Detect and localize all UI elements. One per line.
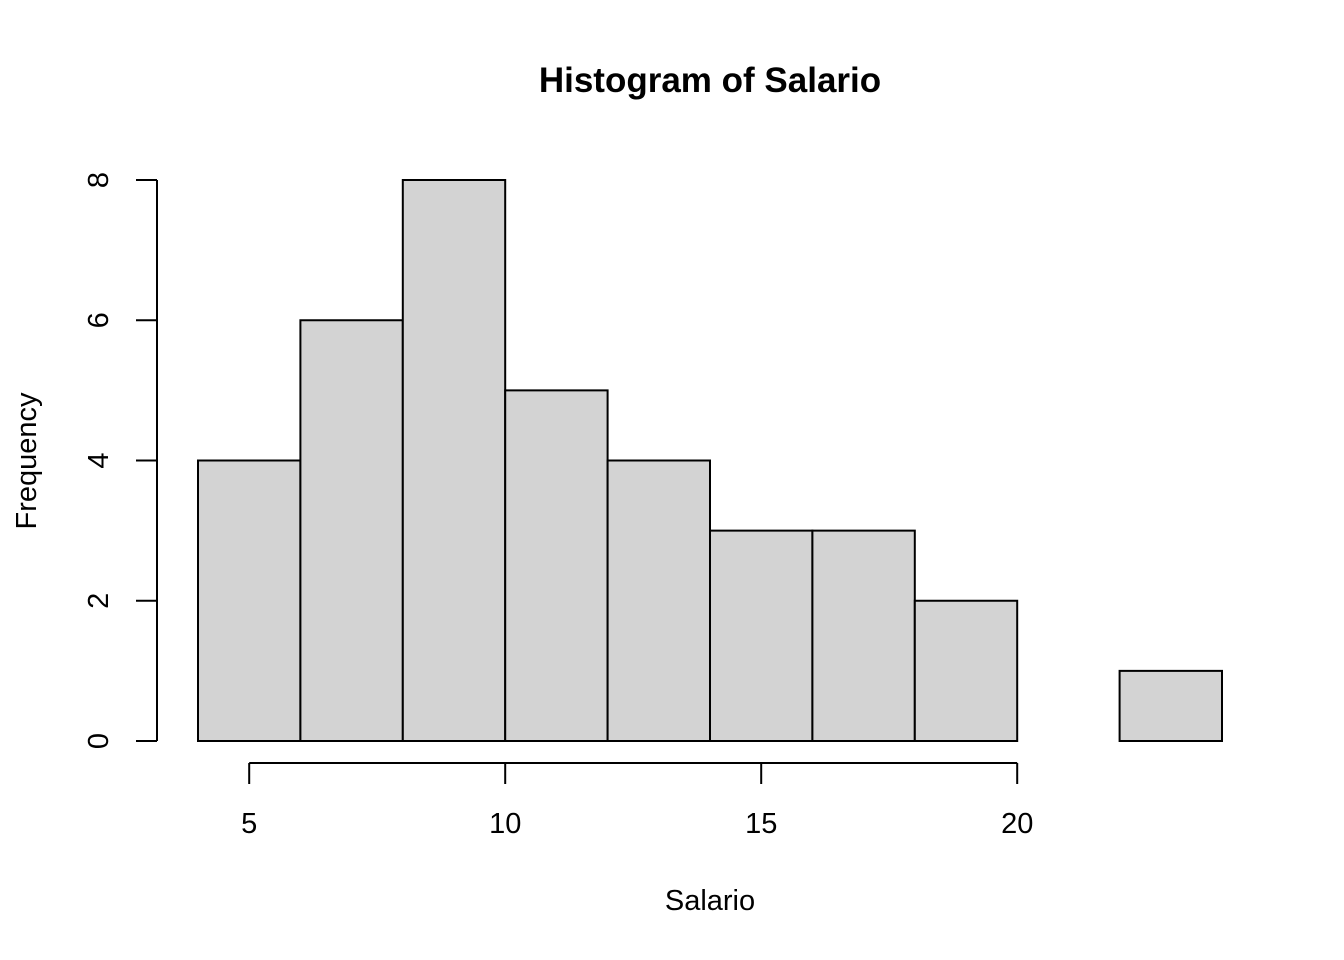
histogram-bar bbox=[504, 389, 609, 742]
y-tick-label: 8 bbox=[83, 172, 115, 188]
x-tick-label: 20 bbox=[1001, 808, 1033, 840]
histogram-bar bbox=[197, 459, 302, 742]
x-tick-label: 5 bbox=[241, 808, 257, 840]
y-tick-label: 4 bbox=[83, 452, 115, 468]
chart-title: Histogram of Salario bbox=[539, 61, 881, 100]
x-axis-title: Salario bbox=[665, 885, 755, 917]
histogram-bar bbox=[1118, 669, 1223, 742]
histogram-bar bbox=[606, 459, 711, 742]
x-axis: 5 10 15 20 bbox=[241, 762, 1033, 840]
x-tick-label: 10 bbox=[489, 808, 521, 840]
y-axis-title: Frequency bbox=[11, 392, 43, 530]
bars-group bbox=[197, 179, 1223, 742]
y-tick-label: 0 bbox=[83, 733, 115, 749]
histogram-bar bbox=[299, 319, 404, 742]
x-tick-label: 15 bbox=[745, 808, 777, 840]
y-tick-label: 2 bbox=[83, 593, 115, 609]
histogram-bar bbox=[401, 179, 507, 742]
y-tick-label: 6 bbox=[83, 312, 115, 328]
histogram-bar bbox=[709, 529, 814, 742]
y-axis: 0 2 4 6 8 bbox=[83, 172, 158, 749]
histogram-bar bbox=[811, 529, 916, 742]
histogram-bar bbox=[913, 599, 1019, 742]
